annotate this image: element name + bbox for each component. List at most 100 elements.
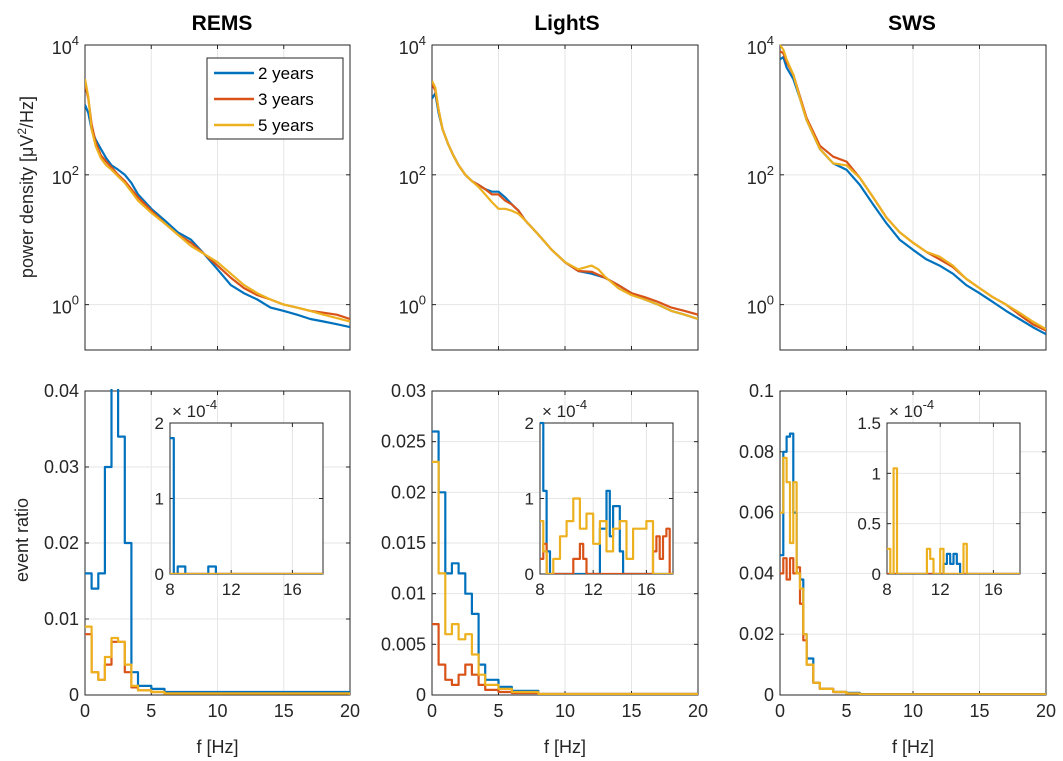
- y-tick-label: 102: [52, 163, 79, 188]
- y-tick-label: 0.01: [44, 609, 79, 629]
- legend-label-2-years: 2 years: [258, 64, 314, 83]
- y-tick-label: 0.02: [739, 624, 774, 644]
- plot-area: [887, 423, 1020, 574]
- x-tick-label: 12: [222, 580, 241, 599]
- chart-p-light: 100 102 104: [399, 33, 699, 351]
- y-tick-label: 1.5: [857, 414, 881, 433]
- series-line-2-years: [170, 437, 323, 574]
- x-tick-label: 8: [882, 580, 891, 599]
- y-tick-label: 1: [525, 490, 534, 509]
- x-tick-label: 15: [969, 701, 989, 721]
- series-line-5-years: [85, 78, 350, 323]
- chart-title-lights: LightS: [534, 12, 599, 35]
- series-line-2-years: [540, 421, 673, 574]
- y-tick-label: 104: [52, 33, 79, 58]
- y-tick-label: 0.015: [381, 533, 426, 553]
- y-tick-label: 2: [155, 414, 164, 433]
- y-tick-label: 0.03: [391, 381, 426, 401]
- series-line-5-years: [85, 625, 350, 695]
- x-tick-label: 5: [493, 701, 503, 721]
- x-tick-label: 10: [207, 701, 227, 721]
- x-tick-label: 12: [931, 580, 950, 599]
- y-tick-label: 0.04: [44, 381, 79, 401]
- y-tick-label: 0: [155, 565, 164, 584]
- series-line-5-years: [432, 460, 698, 695]
- inset-chart: 8 12 16 0 0.5 1 1.5 × 10-4: [857, 397, 1021, 599]
- x-tick-label: 0: [80, 701, 90, 721]
- y-axis-label-event-ratio: event ratio: [12, 498, 32, 582]
- series-group: [780, 432, 1046, 695]
- y-tick-label: 0: [416, 685, 426, 705]
- x-tick-label: 20: [688, 701, 708, 721]
- y-tick-label: 0: [764, 685, 774, 705]
- y-tick-label: 100: [747, 293, 774, 318]
- inset-multiplier: × 10-4: [172, 397, 217, 421]
- chart-title-sws: SWS: [888, 12, 936, 35]
- y-tick-label: 0.5: [857, 515, 881, 534]
- y-tick-label: 0.03: [44, 457, 79, 477]
- y-tick-label: 0.08: [739, 442, 774, 462]
- x-tick-label: 5: [841, 701, 851, 721]
- x-tick-label: 15: [621, 701, 641, 721]
- y-tick-label: 2: [525, 414, 534, 433]
- chart-title-rems: REMS: [192, 12, 253, 35]
- legend-label-5-years: 5 years: [258, 116, 314, 135]
- y-tick-label: 100: [52, 293, 79, 318]
- y-tick-label: 1: [155, 490, 164, 509]
- chart-p-sws: 100 102 104: [747, 33, 1047, 351]
- inset-multiplier: × 10-4: [542, 397, 587, 421]
- y-tick-label: 104: [747, 33, 774, 58]
- x-tick-label: 10: [555, 701, 575, 721]
- series-group: [170, 437, 323, 574]
- x-tick-label: 0: [775, 701, 785, 721]
- series-group: [85, 78, 350, 329]
- y-tick-label: 102: [399, 163, 426, 188]
- series-group: [85, 389, 350, 695]
- x-tick-label: 0: [427, 701, 437, 721]
- series-group: [887, 467, 1020, 574]
- y-tick-label: 1: [872, 464, 881, 483]
- x-tick-label: 15: [274, 701, 294, 721]
- y-tick-label: 0: [69, 685, 79, 705]
- y-tick-label: 0.04: [739, 563, 774, 583]
- y-tick-label: 0: [525, 565, 534, 584]
- x-tick-label: 16: [984, 580, 1003, 599]
- x-tick-label: 10: [903, 701, 923, 721]
- series-group: [540, 421, 673, 574]
- series-line-5-years: [780, 44, 1046, 331]
- y-tick-label: 0.01: [391, 584, 426, 604]
- y-tick-label: 0.025: [381, 432, 426, 452]
- series-line-5-years: [887, 467, 1020, 574]
- legend-label-3-years: 3 years: [258, 90, 314, 109]
- x-tick-label: 12: [584, 580, 603, 599]
- series-line-5-years: [540, 497, 673, 574]
- series-group: [780, 44, 1046, 336]
- series-group: [432, 80, 698, 321]
- x-axis-label: f [Hz]: [196, 737, 238, 757]
- y-tick-label: 0.005: [381, 634, 426, 654]
- y-tick-label: 0.06: [739, 503, 774, 523]
- y-tick-label: 0.02: [391, 482, 426, 502]
- y-tick-label: 100: [399, 293, 426, 318]
- series-line-5-years: [432, 80, 698, 321]
- y-axis-label-power-density: power density [μV2/Hz]: [15, 96, 37, 278]
- series-line-3-years: [540, 527, 673, 574]
- x-axis-label: f [Hz]: [892, 737, 934, 757]
- series-line-2-years: [85, 104, 350, 329]
- legend: 2 years 3 years 5 years: [206, 57, 344, 140]
- x-tick-label: 8: [535, 580, 544, 599]
- x-tick-label: 5: [146, 701, 156, 721]
- series-line-5-years: [780, 456, 1046, 695]
- series-group: [432, 430, 698, 695]
- x-tick-label: 16: [283, 580, 302, 599]
- x-tick-label: 20: [340, 701, 360, 721]
- x-axis-label: f [Hz]: [544, 737, 586, 757]
- y-tick-label: 104: [399, 33, 426, 58]
- x-tick-label: 8: [165, 580, 174, 599]
- y-tick-label: 0: [872, 565, 881, 584]
